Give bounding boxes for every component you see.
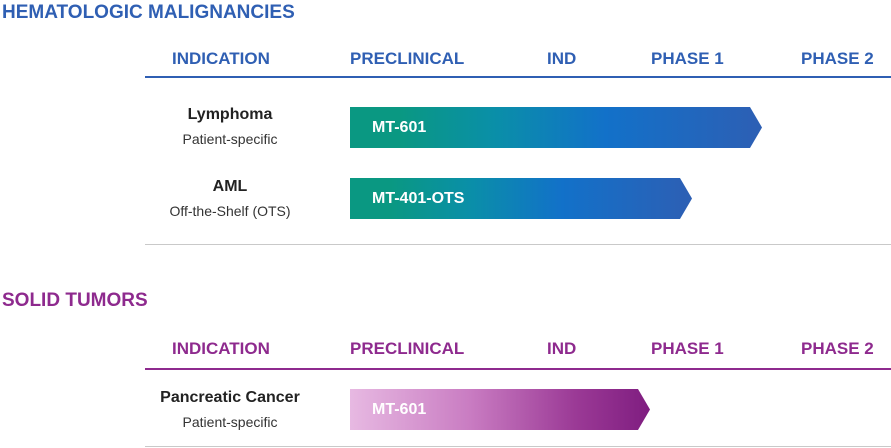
pipeline-bar-mt601-lymphoma: MT-601 xyxy=(350,107,762,148)
section-divider xyxy=(145,446,891,447)
pipeline-bar-mt401ots-aml: MT-401-OTS xyxy=(350,178,692,219)
column-header-phase1: PHASE 1 xyxy=(651,339,724,358)
indication-subtitle: Off-the-Shelf (OTS) xyxy=(169,203,291,219)
indication-name: Lymphoma xyxy=(187,106,273,123)
indication-name: AML xyxy=(212,178,248,195)
section-title-hematologic: HEMATOLOGIC MALIGNANCIES xyxy=(2,2,295,23)
program-label: MT-601 xyxy=(372,401,427,418)
column-header-preclinical: PRECLINICAL xyxy=(350,49,465,68)
header-divider xyxy=(145,76,891,78)
column-header-indication: INDICATION xyxy=(172,49,270,68)
column-header-phase2: PHASE 2 xyxy=(801,49,874,68)
indication-name: Pancreatic Cancer xyxy=(160,389,300,406)
indication-subtitle: Patient-specific xyxy=(182,131,278,147)
column-header-indication: INDICATION xyxy=(172,339,270,358)
pipeline-bar-mt601-pancreatic: MT-601 xyxy=(350,389,650,430)
column-header-ind: IND xyxy=(547,49,577,68)
column-header-preclinical: PRECLINICAL xyxy=(350,339,465,358)
column-header-phase2: PHASE 2 xyxy=(801,339,874,358)
column-header-ind: IND xyxy=(547,339,577,358)
section-divider xyxy=(145,244,891,245)
program-label: MT-601 xyxy=(372,119,427,136)
header-divider xyxy=(145,368,891,370)
section-title-solid-tumors: SOLID TUMORS xyxy=(2,290,148,311)
column-header-phase1: PHASE 1 xyxy=(651,49,724,68)
indication-subtitle: Patient-specific xyxy=(182,414,278,430)
program-label: MT-401-OTS xyxy=(372,190,465,207)
